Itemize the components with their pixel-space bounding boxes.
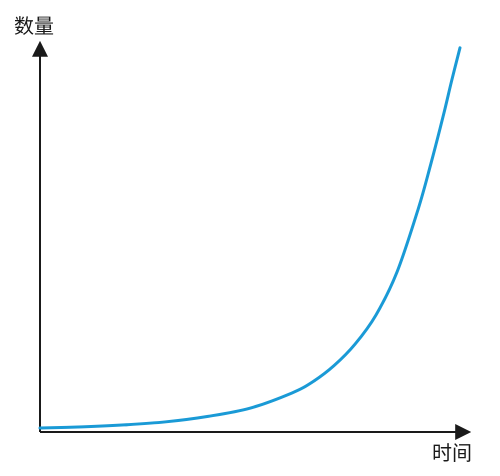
x-axis-label: 时间 <box>432 441 472 465</box>
y-axis-label: 数量 <box>14 14 54 38</box>
series-line <box>38 46 462 430</box>
